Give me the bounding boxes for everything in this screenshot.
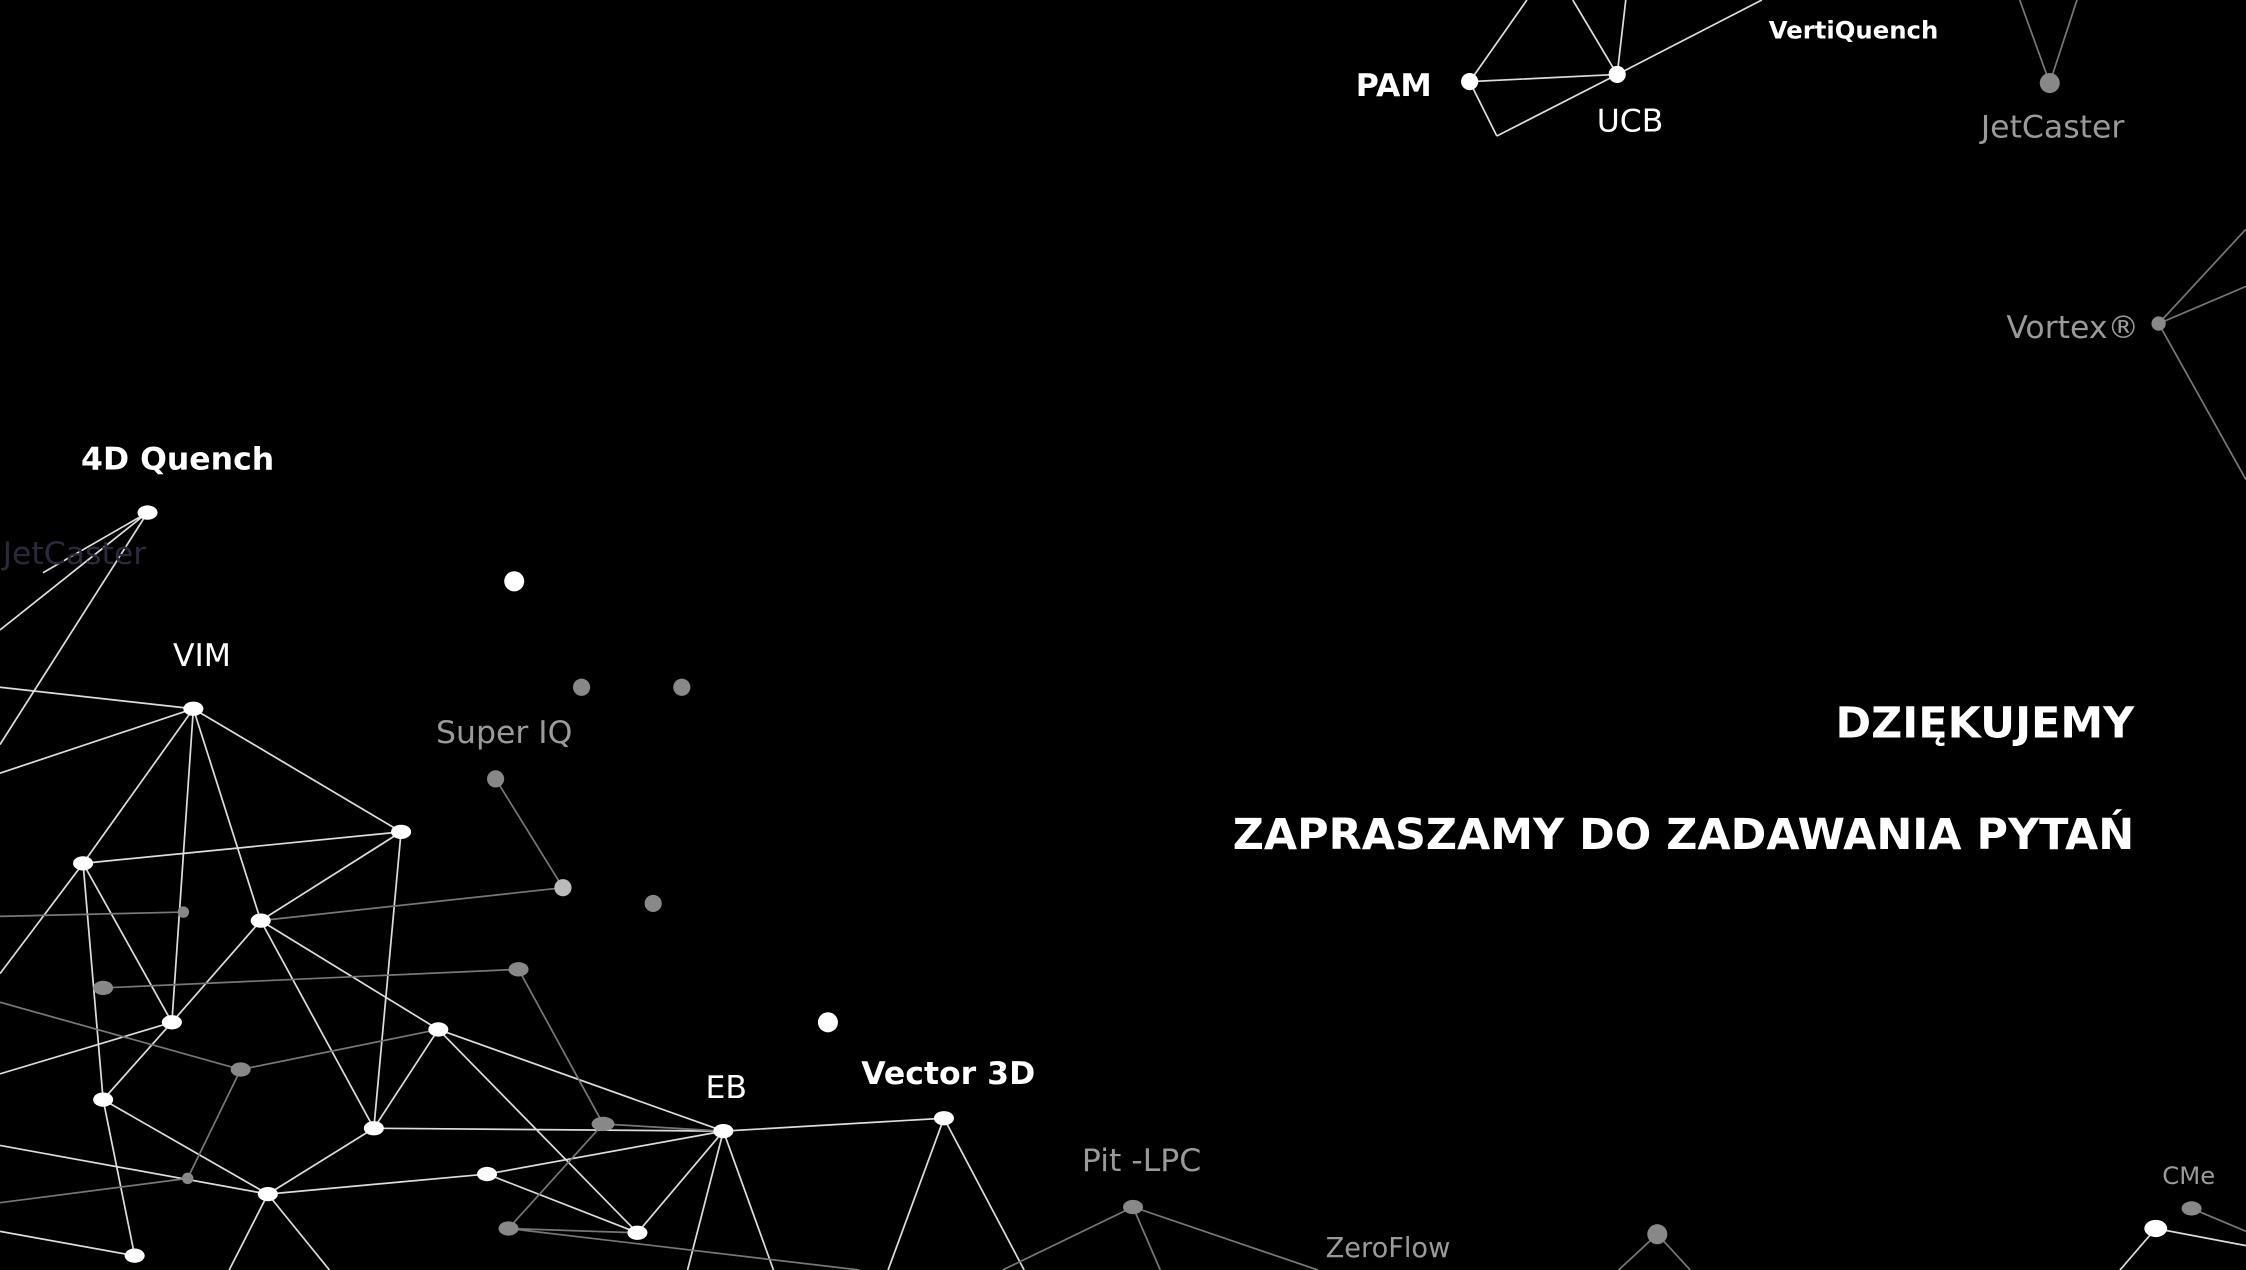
node-label: VIM [173,638,231,674]
node-label: 4D Quench [81,442,274,478]
subheading: ZAPRASZAMY DO ZADAWANIA PYTAŃ [1233,809,2135,860]
network-nodes [73,65,2202,1263]
heading: DZIĘKUJEMY [1836,698,2136,748]
node-label: Super IQ [436,715,572,751]
node-label: JetCaster [1979,109,2124,145]
node-label: JetCaster [1,536,146,572]
node-label: PAM [1356,68,1432,104]
node-label: Vector 3D [861,1056,1035,1092]
node-label: Pit -LPC [1082,1143,1201,1179]
node-label: ZeroFlow [1326,1233,1451,1264]
node-label: UCB [1597,104,1664,140]
node-label: CMe [2162,1161,2215,1190]
node-label: Vortex® [2006,310,2139,346]
node-label: VertiQuench [1769,16,1939,45]
node-label: EB [705,1070,747,1106]
